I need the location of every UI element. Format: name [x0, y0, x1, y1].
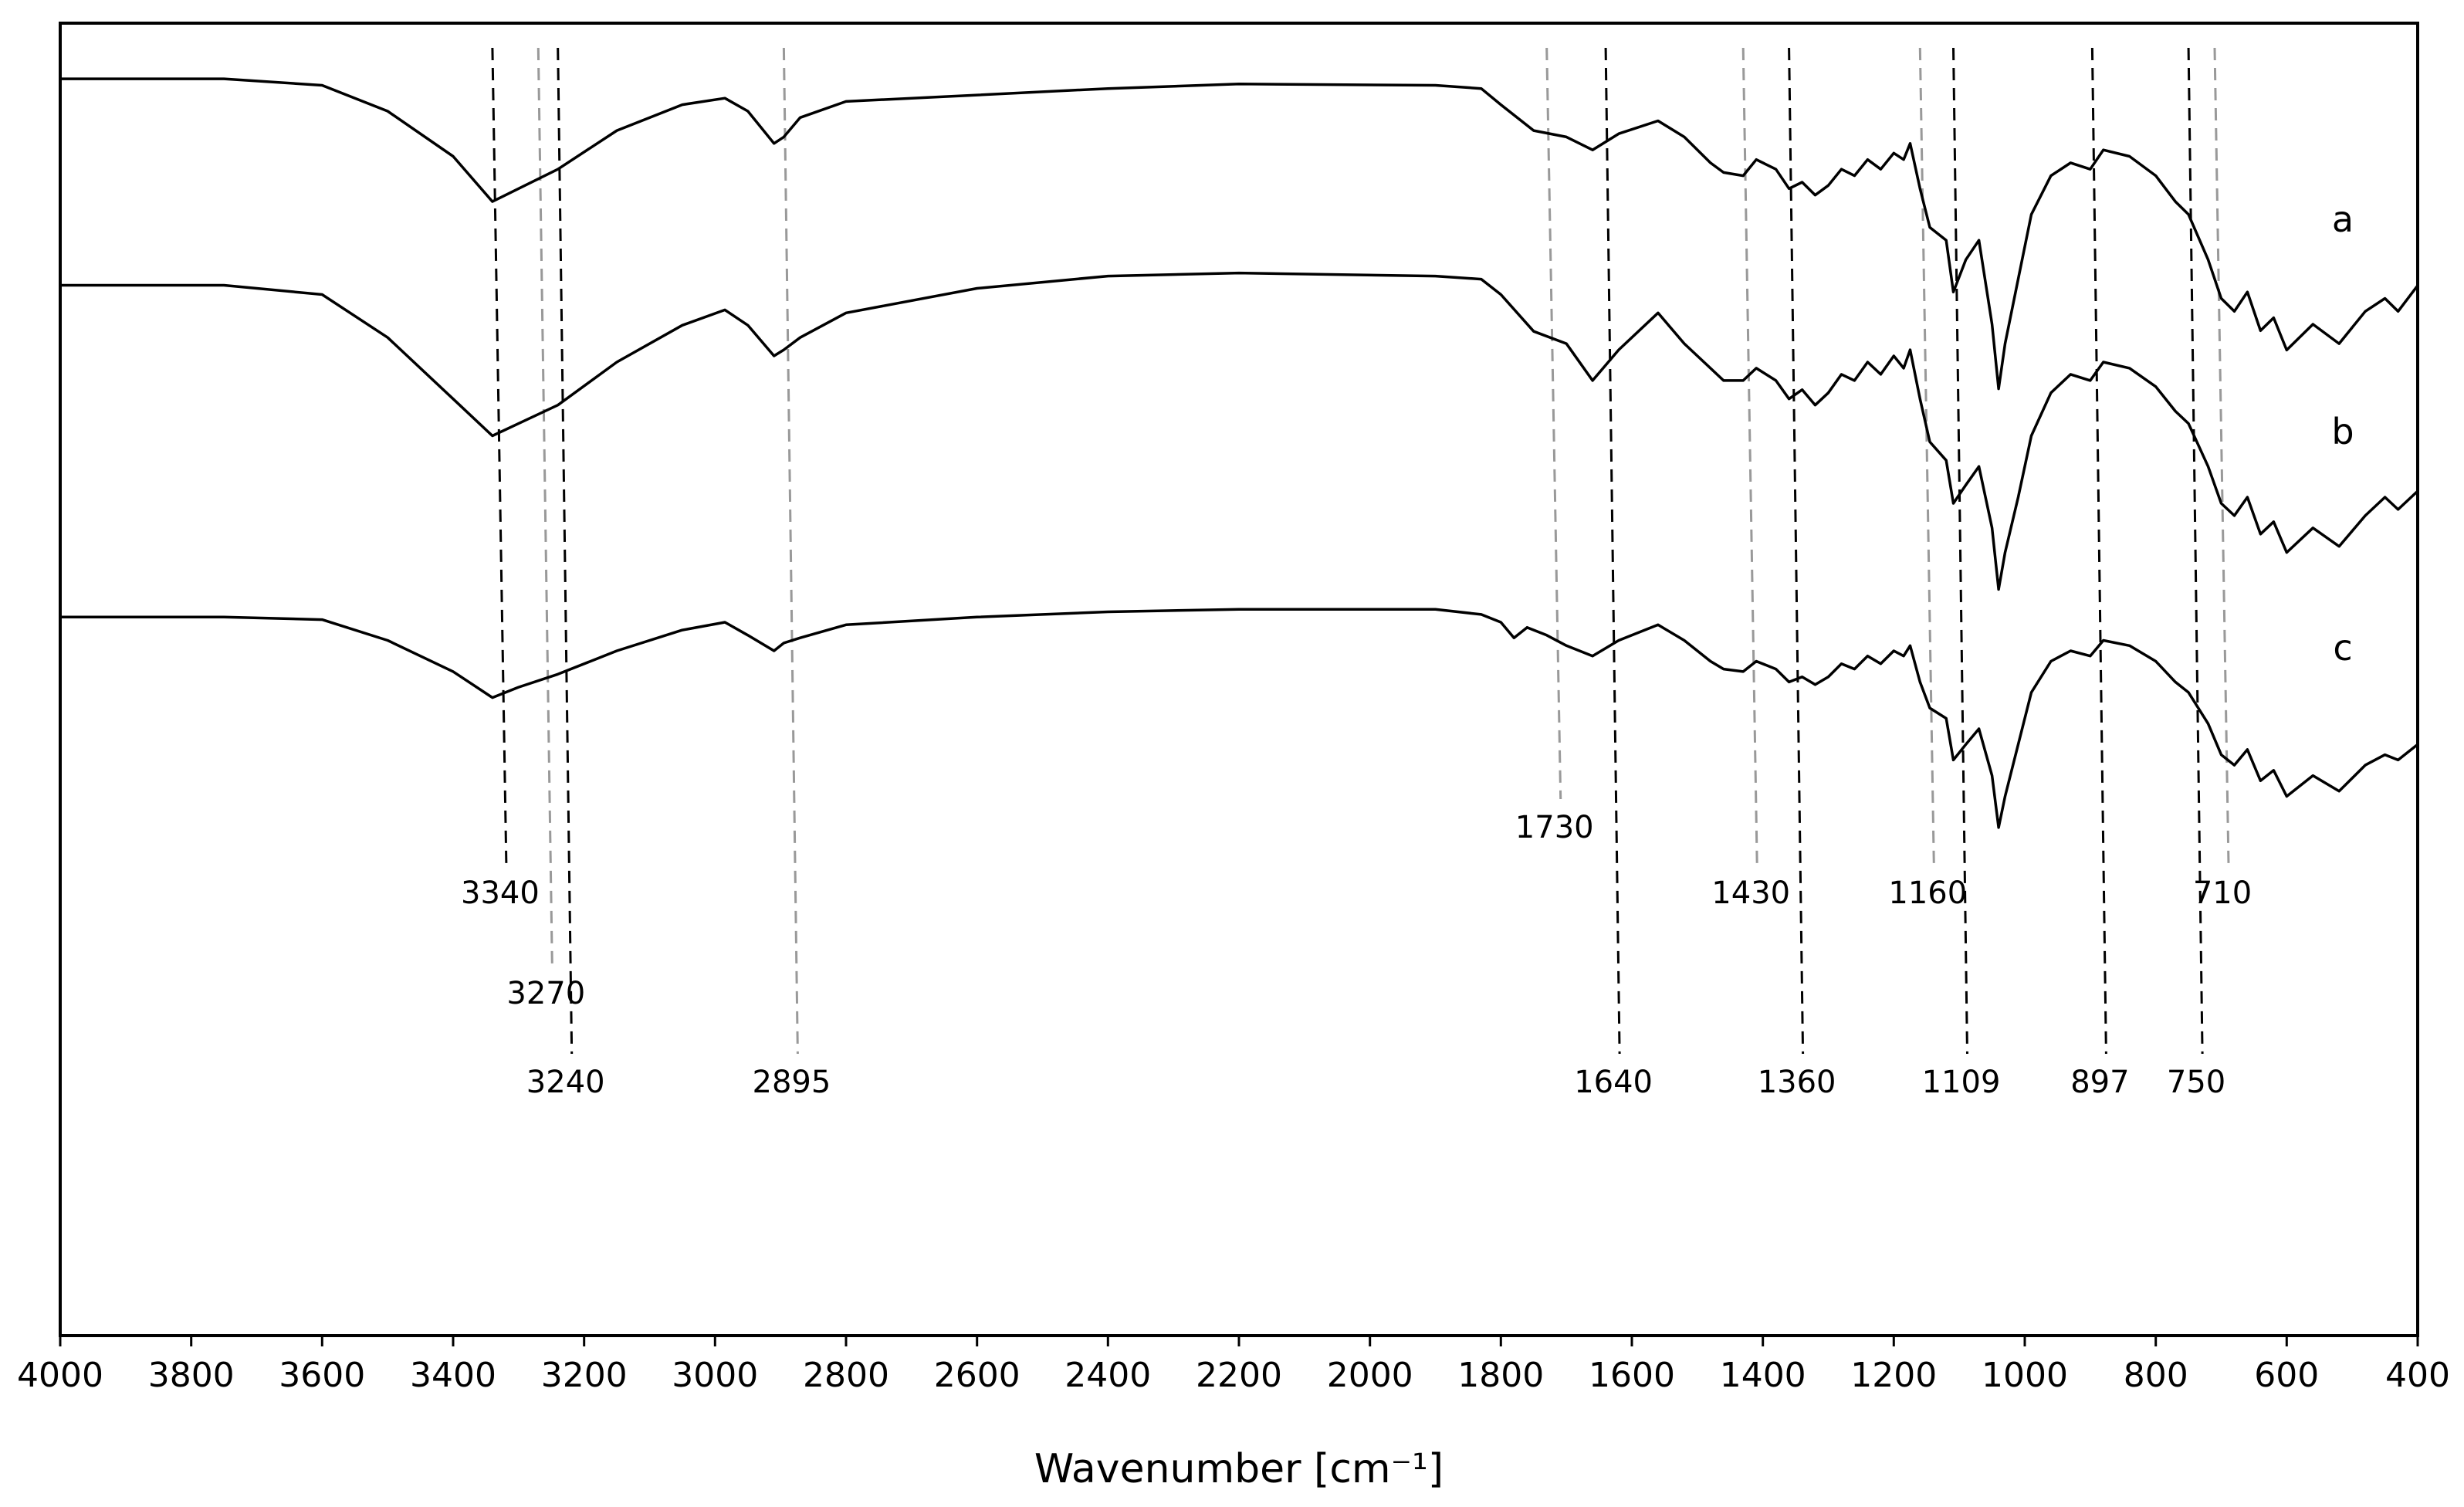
marker-label-3270: 3270 — [506, 976, 585, 1011]
spectra-series — [60, 77, 2419, 829]
x-tick-label-2400: 2400 — [1064, 1356, 1151, 1395]
series-label-b: b — [2331, 411, 2354, 452]
marker-label-1730: 1730 — [1515, 810, 1594, 845]
marker-line-1640 — [1604, 47, 1621, 1055]
marker-label-1640: 1640 — [1574, 1065, 1653, 1100]
marker-line-1109 — [1952, 47, 1968, 1055]
peak-markers: 3340 3270 3240 2895 1730 1640 1430 1360 1160 1109… — [461, 47, 2252, 1100]
marker-label-2895: 2895 — [753, 1065, 831, 1100]
marker-label-750: 750 — [2167, 1065, 2225, 1100]
series-c-line — [60, 608, 2419, 829]
marker-label-710: 710 — [2193, 875, 2252, 911]
marker-label-1160: 1160 — [1888, 875, 1967, 911]
x-tick-label-400: 400 — [2385, 1356, 2450, 1395]
marker-line-710 — [2213, 47, 2230, 865]
marker-line-897 — [2090, 47, 2107, 1055]
marker-label-1109: 1109 — [1922, 1065, 2001, 1100]
x-tick-label-2800: 2800 — [803, 1356, 889, 1395]
x-axis-title: Wavenumber [cm⁻¹] — [1034, 1446, 1444, 1492]
marker-label-1430: 1430 — [1711, 875, 1790, 911]
x-tick-label-3600: 3600 — [279, 1356, 365, 1395]
marker-label-3240: 3240 — [526, 1065, 605, 1100]
series-label-c: c — [2333, 627, 2352, 669]
marker-line-3240 — [557, 47, 574, 1055]
x-tick-label-600: 600 — [2254, 1356, 2319, 1395]
x-tick-label-1000: 1000 — [1982, 1356, 2068, 1395]
x-tick-label-3400: 3400 — [410, 1356, 496, 1395]
x-tick-label-2200: 2200 — [1196, 1356, 1282, 1395]
x-tick-label-4000: 4000 — [17, 1356, 103, 1395]
series-b-line — [60, 271, 2419, 591]
marker-line-750 — [2187, 47, 2204, 1055]
marker-line-2895 — [782, 47, 799, 1055]
marker-line-1430 — [1741, 47, 1758, 865]
marker-label-3340: 3340 — [461, 875, 540, 911]
x-tick-label-1600: 1600 — [1589, 1356, 1675, 1395]
x-tick-label-3800: 3800 — [148, 1356, 235, 1395]
x-tick-label-1400: 1400 — [1720, 1356, 1806, 1395]
x-tick-label-1800: 1800 — [1457, 1356, 1544, 1395]
marker-label-1360: 1360 — [1758, 1065, 1836, 1100]
series-a-line — [60, 77, 2419, 391]
x-tick-label-3200: 3200 — [541, 1356, 628, 1395]
series-label-a: a — [2332, 198, 2354, 240]
x-tick-label-2600: 2600 — [934, 1356, 1020, 1395]
x-tick-label-800: 800 — [2124, 1356, 2188, 1395]
series-labels: a b c — [2331, 198, 2354, 669]
marker-line-1160 — [1918, 47, 1935, 865]
marker-line-1360 — [1788, 47, 1805, 1055]
marker-line-3270 — [536, 47, 553, 966]
marker-line-1730 — [1545, 47, 1562, 800]
x-tick-label-2000: 2000 — [1327, 1356, 1413, 1395]
marker-line-3340 — [491, 47, 508, 865]
x-tick-label-3000: 3000 — [672, 1356, 758, 1395]
x-tick-label-1200: 1200 — [1850, 1356, 1937, 1395]
marker-label-897: 897 — [2070, 1065, 2129, 1100]
x-axis-ticks: 4000 3800 3600 3400 3200 3000 2800 2600 2400 2200… — [17, 1336, 2450, 1395]
